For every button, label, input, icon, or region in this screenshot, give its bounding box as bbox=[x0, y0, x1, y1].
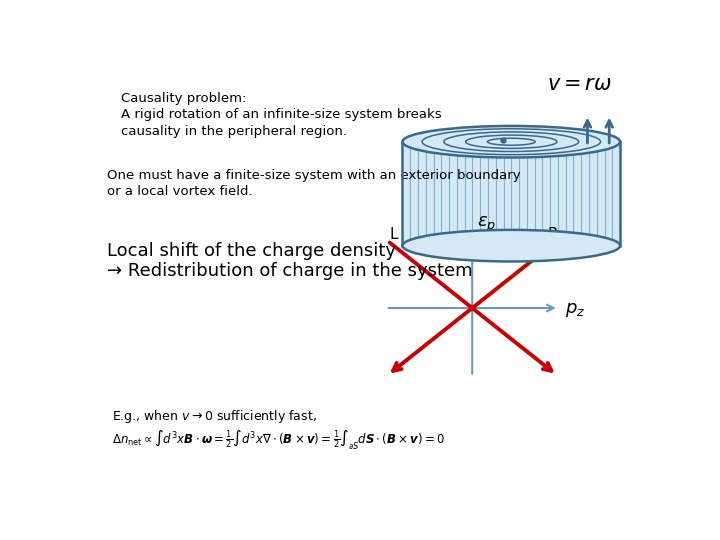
Text: $\epsilon_p$: $\epsilon_p$ bbox=[477, 215, 496, 235]
Text: $p_z$: $p_z$ bbox=[565, 301, 586, 319]
Text: L: L bbox=[390, 226, 398, 241]
Text: R: R bbox=[548, 226, 559, 241]
Text: or a local vortex field.: or a local vortex field. bbox=[107, 185, 253, 198]
Text: One must have a finite-size system with an exterior boundary: One must have a finite-size system with … bbox=[107, 168, 521, 182]
Ellipse shape bbox=[402, 126, 620, 158]
Polygon shape bbox=[402, 141, 620, 246]
Ellipse shape bbox=[402, 230, 620, 261]
Text: $\Delta n_{\mathrm{net}} \propto \int d^3x\boldsymbol{B} \cdot \boldsymbol{\omeg: $\Delta n_{\mathrm{net}} \propto \int d^… bbox=[112, 429, 446, 453]
Text: causality in the peripheral region.: causality in the peripheral region. bbox=[121, 125, 347, 138]
Text: A rigid rotation of an infinite-size system breaks: A rigid rotation of an infinite-size sys… bbox=[121, 109, 441, 122]
Text: Local shift of the charge density: Local shift of the charge density bbox=[107, 241, 396, 260]
Text: E.g., when $v \to 0$ sufficiently fast,: E.g., when $v \to 0$ sufficiently fast, bbox=[112, 408, 317, 425]
Text: $v = r\omega$: $v = r\omega$ bbox=[546, 75, 612, 94]
Text: Causality problem:: Causality problem: bbox=[121, 92, 246, 105]
Text: → Redistribution of charge in the system: → Redistribution of charge in the system bbox=[107, 262, 472, 280]
